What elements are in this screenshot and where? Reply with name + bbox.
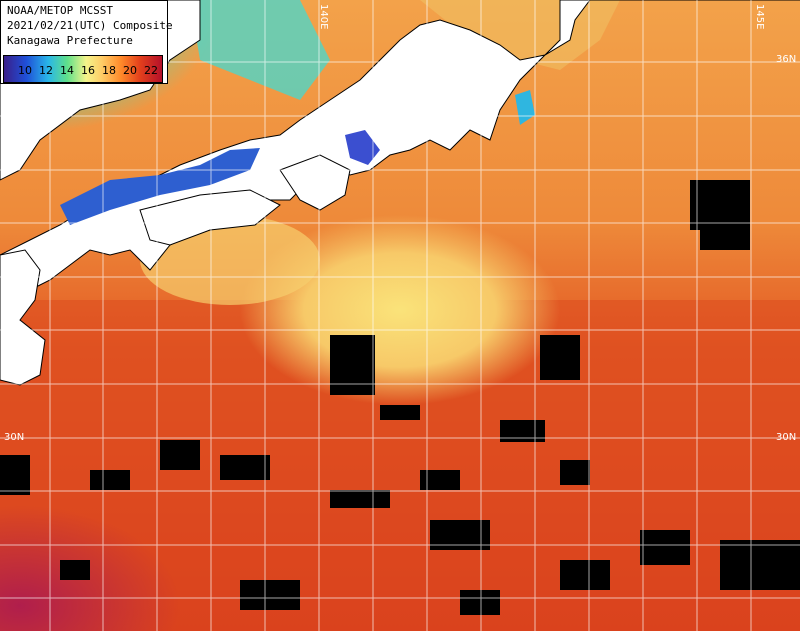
seto-inland-sea: [60, 148, 260, 225]
ise-bay: [345, 130, 380, 165]
legend-label-12: 12: [39, 64, 53, 77]
kii-land: [279, 154, 351, 211]
legend-label-22: 22: [144, 64, 158, 77]
lat-label-30n-right: 30N: [776, 432, 797, 443]
info-panel: NOAA/METOP MCSST 2021/02/21(UTC) Composi…: [0, 0, 173, 84]
lon-label-140e: 140E: [318, 4, 329, 30]
legend-label-16: 16: [81, 64, 95, 77]
legend-label-18: 18: [102, 64, 116, 77]
lat-label-36n: 36N: [776, 54, 797, 65]
lat-label-30n-left: 30N: [4, 432, 25, 443]
date-label: 2021/02/21(UTC) Composite: [7, 19, 173, 32]
legend-label-10: 10: [18, 64, 32, 77]
temperature-legend: 10 12 14 16 18 20 22: [3, 55, 163, 83]
cloud-mask: [0, 180, 800, 615]
prefecture-label: Kanagawa Prefecture: [7, 34, 133, 47]
source-label: NOAA/METOP MCSST: [7, 4, 113, 17]
legend-label-20: 20: [123, 64, 137, 77]
lon-label-145e: 145E: [754, 4, 765, 30]
cyan-north-coast: [190, 0, 330, 100]
kuroshio-plume: [240, 215, 560, 405]
legend-label-14: 14: [60, 64, 74, 77]
